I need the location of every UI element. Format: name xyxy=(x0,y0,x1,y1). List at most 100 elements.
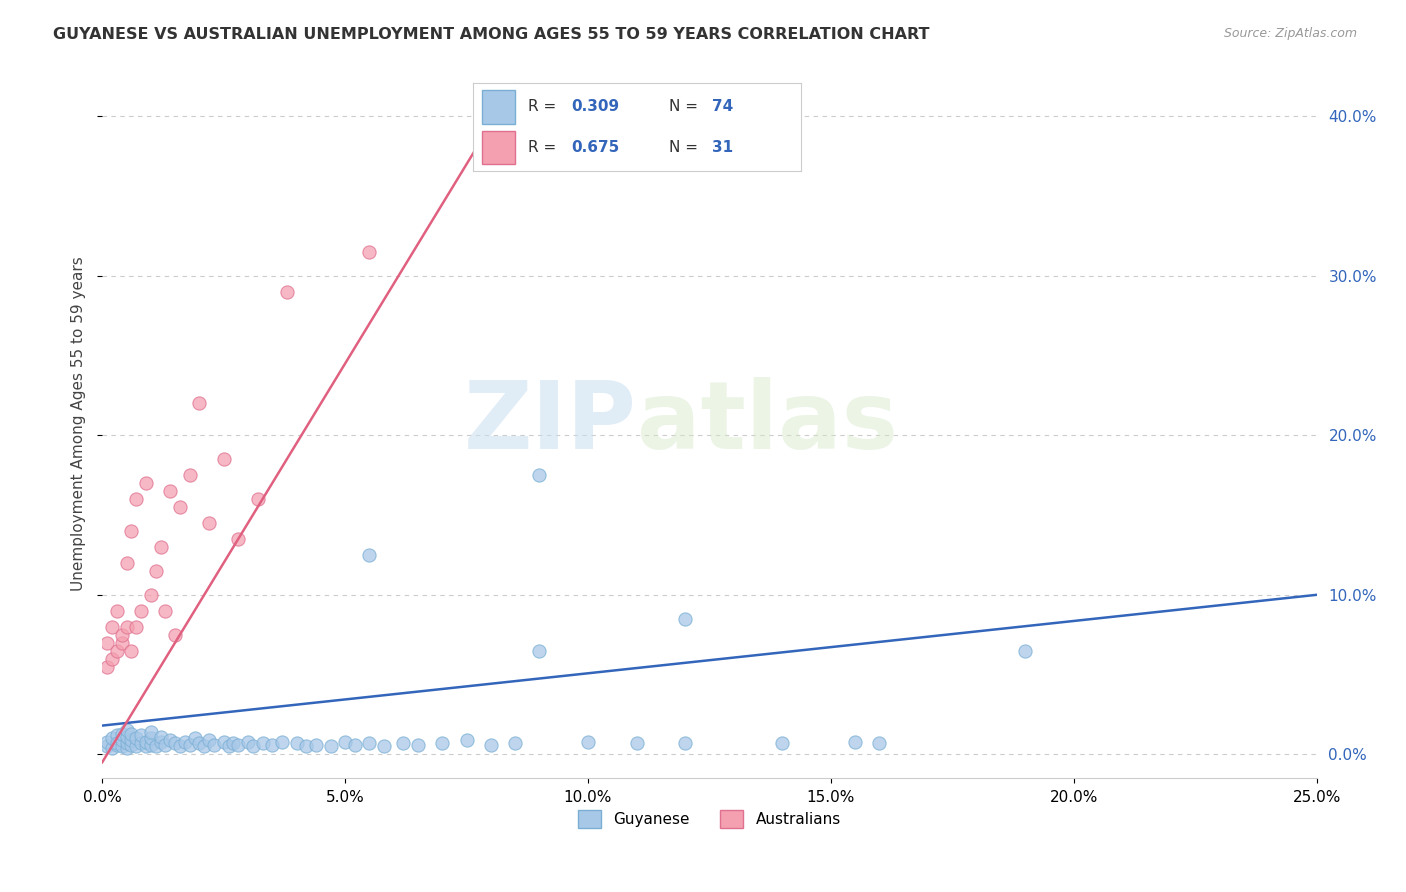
Point xyxy=(120,524,142,538)
Point xyxy=(105,738,128,752)
Point xyxy=(673,612,696,626)
Point xyxy=(145,739,167,754)
Point xyxy=(276,285,298,299)
Point xyxy=(373,739,395,754)
Point xyxy=(111,733,134,747)
Text: GUYANESE VS AUSTRALIAN UNEMPLOYMENT AMONG AGES 55 TO 59 YEARS CORRELATION CHART: GUYANESE VS AUSTRALIAN UNEMPLOYMENT AMON… xyxy=(53,27,929,42)
Point xyxy=(105,736,128,750)
Point xyxy=(115,723,138,738)
Point xyxy=(135,476,157,491)
Point xyxy=(295,739,318,754)
Text: atlas: atlas xyxy=(637,377,897,469)
Point xyxy=(159,733,181,747)
Point xyxy=(115,740,138,755)
Point xyxy=(844,734,866,748)
Point xyxy=(115,736,138,750)
Point xyxy=(129,728,152,742)
Point xyxy=(165,628,187,642)
Point xyxy=(139,731,162,746)
Point xyxy=(456,733,478,747)
Point xyxy=(139,725,162,739)
Point xyxy=(96,734,118,748)
Point xyxy=(120,726,142,740)
Point xyxy=(155,738,177,752)
Point xyxy=(111,628,134,642)
Point xyxy=(101,740,124,755)
Point xyxy=(305,738,328,752)
Point xyxy=(125,739,148,754)
Point xyxy=(129,604,152,618)
Point xyxy=(770,736,793,750)
Point xyxy=(139,588,162,602)
Point xyxy=(111,635,134,649)
Point xyxy=(173,734,195,748)
Point xyxy=(198,516,221,530)
Point xyxy=(212,734,235,748)
Point xyxy=(125,731,148,746)
Point xyxy=(101,620,124,634)
Point xyxy=(333,734,356,748)
Point xyxy=(246,492,269,507)
Point xyxy=(673,736,696,750)
Legend: Guyanese, Australians: Guyanese, Australians xyxy=(572,804,846,834)
Point xyxy=(319,739,342,754)
Point xyxy=(343,738,366,752)
Point xyxy=(236,734,259,748)
Point xyxy=(149,540,172,554)
Point xyxy=(271,734,294,748)
Point xyxy=(105,604,128,618)
Point xyxy=(1014,643,1036,657)
Point xyxy=(868,736,890,750)
Point xyxy=(120,738,142,752)
Point xyxy=(626,736,648,750)
Point xyxy=(169,739,191,754)
Point xyxy=(406,738,429,752)
Point xyxy=(183,731,205,746)
Point xyxy=(359,736,381,750)
Point xyxy=(252,736,274,750)
Point xyxy=(262,738,284,752)
Point xyxy=(125,620,148,634)
Point xyxy=(105,728,128,742)
Point xyxy=(198,733,221,747)
Point xyxy=(101,731,124,746)
Point xyxy=(503,736,526,750)
Point xyxy=(125,492,148,507)
Point xyxy=(149,730,172,744)
Point xyxy=(432,736,454,750)
Point xyxy=(188,736,211,750)
Point xyxy=(101,651,124,665)
Point xyxy=(115,730,138,744)
Point xyxy=(529,468,551,483)
Point xyxy=(169,500,191,514)
Point xyxy=(96,635,118,649)
Point xyxy=(359,548,381,562)
Point xyxy=(576,734,599,748)
Point xyxy=(222,736,245,750)
Point xyxy=(179,468,201,483)
Point xyxy=(111,739,134,754)
Point xyxy=(96,659,118,673)
Point xyxy=(242,739,264,754)
Point xyxy=(179,738,201,752)
Text: ZIP: ZIP xyxy=(464,377,637,469)
Point xyxy=(359,244,381,259)
Point xyxy=(226,738,249,752)
Point xyxy=(139,738,162,752)
Point xyxy=(226,532,249,546)
Point xyxy=(165,736,187,750)
Point xyxy=(120,733,142,747)
Point xyxy=(479,738,502,752)
Point xyxy=(135,734,157,748)
Point xyxy=(193,739,215,754)
Point xyxy=(105,643,128,657)
Point xyxy=(202,738,225,752)
Point xyxy=(392,736,415,750)
Point xyxy=(96,739,118,754)
Point xyxy=(111,726,134,740)
Point xyxy=(135,739,157,754)
Point xyxy=(212,452,235,467)
Point xyxy=(218,739,240,754)
Point xyxy=(129,736,152,750)
Point xyxy=(188,396,211,410)
